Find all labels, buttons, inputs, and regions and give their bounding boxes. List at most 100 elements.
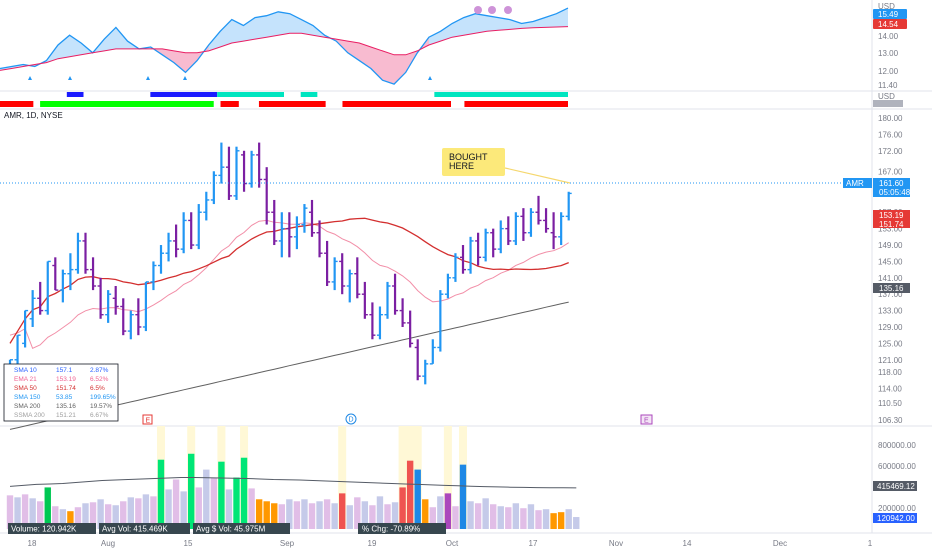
- volume-bar: [331, 503, 338, 529]
- volume-bar: [391, 502, 399, 529]
- price-axis-label: 118.00: [878, 368, 902, 377]
- price-axis-label: 106.30: [878, 416, 903, 425]
- price-axis-label: 180.00: [878, 114, 903, 123]
- volume-bar: [157, 459, 165, 529]
- volume-bar: [542, 509, 550, 529]
- volume-bar: [557, 512, 565, 529]
- volume-bar: [369, 505, 376, 529]
- volume-bar: [278, 504, 285, 529]
- volume-bar: [263, 501, 270, 529]
- future-earnings-marker-letter: E: [644, 418, 649, 425]
- volume-stat-box: [8, 523, 96, 534]
- time-axis-label: Sep: [280, 539, 295, 548]
- volume-bar: [422, 499, 429, 529]
- volume-bar: [240, 457, 248, 529]
- top-panel-band: [0, 8, 568, 85]
- price-axis-label: 121.00: [878, 356, 903, 365]
- top-price-label: 13.00: [878, 49, 899, 58]
- volume-highlight: [398, 426, 407, 529]
- signal-strip[interactable]: [0, 92, 568, 107]
- event-markers[interactable]: E D E: [142, 413, 653, 425]
- bought-here-callout[interactable]: BOUGHT HERE: [442, 148, 571, 184]
- volume-bar: [346, 505, 353, 529]
- signal-strip-segment: [66, 92, 84, 97]
- avg-volume-badge: [873, 481, 917, 491]
- time-axis-label: Dec: [773, 539, 787, 548]
- ma-table-name: SSMA 200: [14, 412, 45, 419]
- signal-strip-segment: [434, 92, 568, 97]
- price-bars[interactable]: [7, 142, 572, 393]
- callout-line2: HERE: [449, 161, 474, 171]
- ma-table-name: SMA 200: [14, 403, 41, 410]
- signal-dot: [474, 6, 482, 14]
- time-axis-label: 1: [868, 539, 873, 548]
- price-axis-label: 176.00: [878, 130, 903, 139]
- signal-strip-segment: [317, 92, 435, 97]
- top-indicator-panel[interactable]: [0, 6, 569, 85]
- volume-bar: [21, 494, 29, 529]
- earnings-marker[interactable]: [142, 414, 153, 425]
- volume-bar: [505, 507, 512, 529]
- price-axis-label: 149.00: [878, 241, 903, 250]
- signal-dot: [488, 6, 496, 14]
- ma-table-value: 157.1: [56, 367, 73, 374]
- volume-bar: [339, 493, 346, 529]
- signal-triangle: [68, 76, 72, 80]
- volume-bar: [29, 498, 36, 529]
- volume-bar: [565, 509, 572, 529]
- volume-highlight: [443, 426, 452, 529]
- volume-bar: [429, 507, 436, 529]
- last-price-text: 161.60: [879, 179, 904, 188]
- future-earnings-marker[interactable]: [640, 414, 653, 425]
- top-panel-negative-band: [23, 35, 429, 85]
- volume-bar: [437, 496, 444, 529]
- signal-strip-segment: [150, 92, 218, 97]
- time-axis-label: Aug: [101, 539, 115, 548]
- price-axis-label: 125.00: [878, 339, 903, 348]
- volume-bar: [74, 507, 82, 529]
- volume-stat: Volume: 120.942K: [11, 525, 77, 534]
- volume-bar: [301, 499, 308, 529]
- volume-bar: [497, 506, 504, 529]
- dividend-marker[interactable]: [345, 413, 357, 425]
- price-axis-label: 114.00: [878, 384, 902, 393]
- volume-bar: [271, 503, 278, 529]
- volume-bar: [127, 497, 134, 529]
- volume-axis-label: 200000.00: [878, 504, 916, 513]
- volume-bar: [406, 460, 414, 529]
- top-upper-badge: [873, 9, 907, 19]
- pct-chg-stat: % Chg: -70.89%: [362, 525, 420, 534]
- signal-strip-segment: [258, 101, 326, 107]
- volume-bar: [354, 497, 361, 529]
- time-axis-label: Oct: [446, 539, 459, 548]
- avg-vol-stat: Avg Vol: 415.469K: [102, 525, 168, 534]
- time-axis-label: 15: [184, 539, 193, 548]
- price-axis[interactable]: 180.00176.00172.00167.00162.00157.00153.…: [878, 114, 903, 425]
- signal-strip-segment: [40, 101, 214, 107]
- ma-table-pct: 6.67%: [90, 412, 109, 419]
- time-axis-label: 19: [368, 539, 377, 548]
- volume-bar: [474, 503, 482, 529]
- time-axis[interactable]: 18 Aug 15 Sep 19 Oct 17 Nov 14 Dec 1: [28, 539, 873, 548]
- signal-strip-segment: [220, 101, 239, 107]
- volume-bar: [520, 508, 527, 529]
- volume-bar: [104, 504, 112, 529]
- ma-table-pct: 6.52%: [90, 376, 109, 383]
- strip-badge: [873, 100, 903, 107]
- signal-strip-segment: [217, 92, 284, 97]
- signal-triangle: [183, 76, 187, 80]
- volume-bar: [573, 517, 580, 529]
- volume-pane[interactable]: [6, 426, 580, 529]
- top-price-label: 12.00: [878, 67, 899, 76]
- volume-bar: [150, 496, 157, 529]
- volume-bar: [308, 503, 316, 529]
- ma-table-box: [3, 363, 119, 422]
- volume-bar: [120, 501, 127, 529]
- top-panel-upper-line: [0, 7, 569, 85]
- volume-bar: [384, 504, 391, 529]
- volume-bar: [399, 487, 406, 529]
- volume-bar: [512, 503, 520, 529]
- price-axis-label: 167.00: [878, 167, 903, 176]
- volume-bar: [218, 461, 225, 529]
